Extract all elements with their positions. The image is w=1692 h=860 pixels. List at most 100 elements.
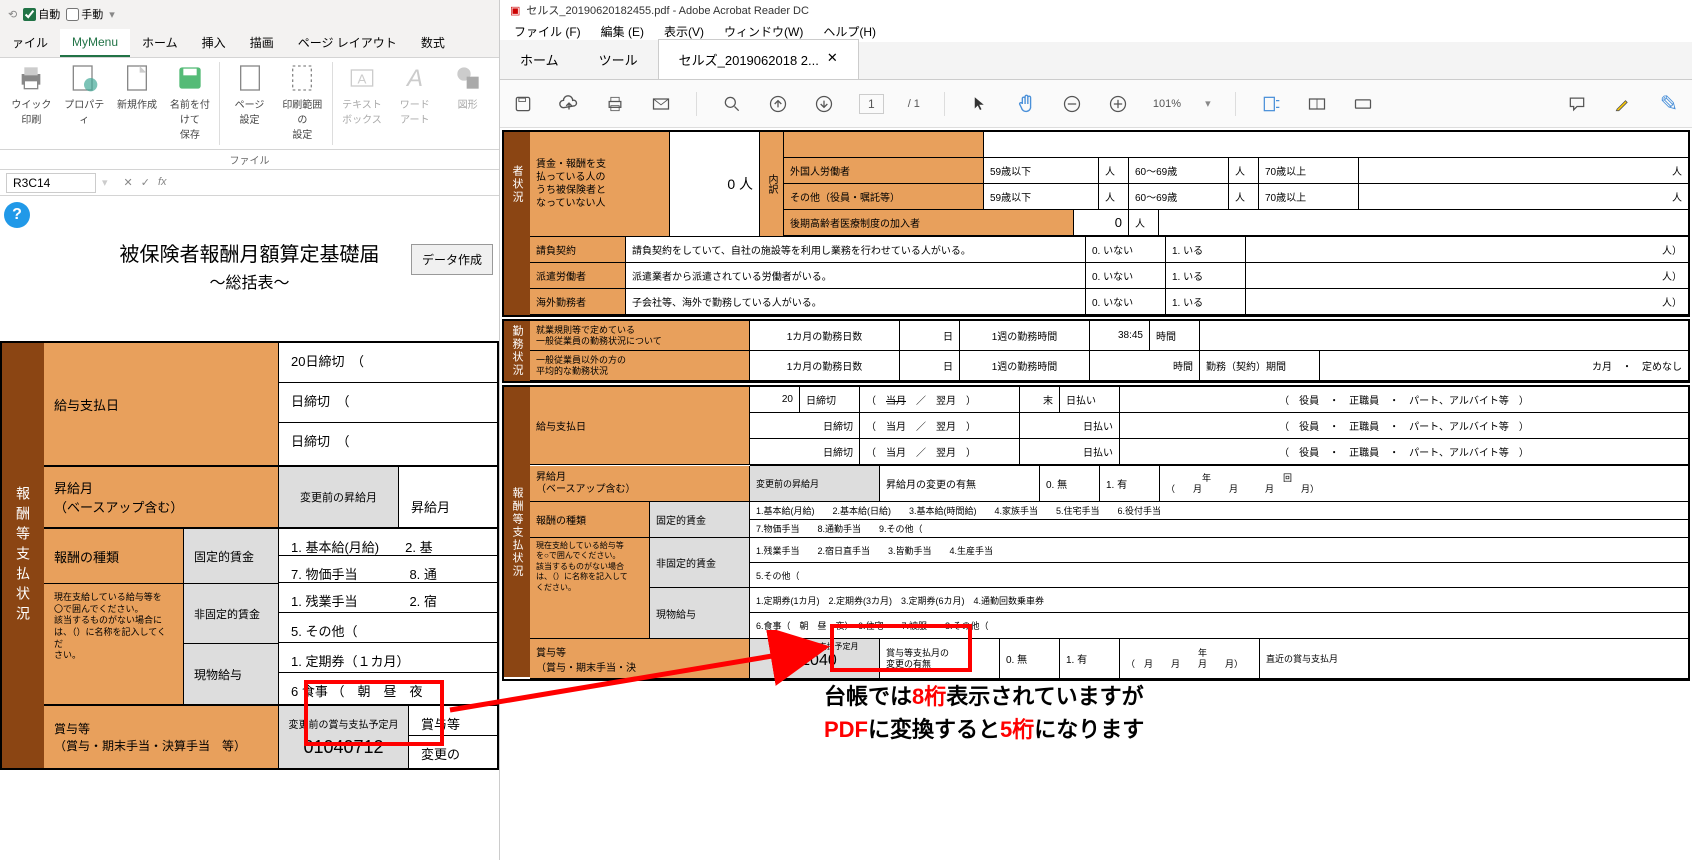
print-icon[interactable]: [604, 93, 626, 115]
annotation-text: 台帳では8桁表示されていますが PDFに変換すると5桁になります: [824, 680, 1144, 746]
formula-bar: ▾ ✕ ✓ fx: [0, 170, 499, 196]
fx-icon[interactable]: fx: [158, 176, 167, 189]
comment-icon[interactable]: [1566, 93, 1588, 115]
wordart-button[interactable]: Aワード アート: [391, 62, 438, 145]
officers-label: その他（役員・嘱託等）: [784, 184, 984, 210]
tab-draw[interactable]: 描画: [238, 28, 286, 57]
excel-ribbon-body: ウイック 印刷 プロパティ 新規作成 名前を付けて 保存 ページ 設定 印刷範囲…: [0, 58, 499, 150]
wages-label: 賃金・報酬を支 払っている人の うち被保険者と なっていない人: [530, 132, 670, 237]
change-label: 変更の: [409, 736, 497, 766]
form-vertical-header: 報酬等支払状況: [2, 343, 44, 768]
pdf-toolbar: 1 / 1 101%▾ ✎: [500, 80, 1692, 128]
prev-page-icon[interactable]: [767, 93, 789, 115]
new-button[interactable]: 新規作成: [114, 62, 161, 145]
fixed-wage-label: 固定的賃金: [184, 529, 279, 584]
tab-mymenu[interactable]: MyMenu: [60, 29, 130, 57]
nonfixed-wage-label: 非固定的賃金: [184, 584, 279, 644]
basic-monthly: 1. 基本給(月給) 2. 基: [279, 529, 497, 556]
pdf-tab-home[interactable]: ホーム: [500, 40, 579, 79]
mail-icon[interactable]: [650, 93, 672, 115]
keyboard-icon[interactable]: [1352, 93, 1374, 115]
save-icon[interactable]: [512, 93, 534, 115]
enter-icon[interactable]: ✓: [141, 176, 150, 189]
tab-insert[interactable]: 挿入: [190, 28, 238, 57]
page-total: / 1: [908, 98, 920, 110]
pdf-window: ▣ セルス_20190620182455.pdf - Adobe Acrobat…: [500, 0, 1692, 860]
deadline-1: 20日締切 （: [279, 343, 497, 383]
readmode-icon[interactable]: [1306, 93, 1328, 115]
wage-type-label: 報酬の種類: [44, 529, 184, 584]
pagesetup-button[interactable]: ページ 設定: [226, 62, 273, 145]
sign-icon[interactable]: ✎: [1658, 93, 1680, 115]
search-icon[interactable]: [721, 93, 743, 115]
zero-people: 0 人: [670, 132, 760, 237]
name-box[interactable]: [6, 173, 96, 193]
prev-raise-label: 変更前の昇給月: [279, 467, 399, 527]
salary-payday-label: 給与支払日: [44, 343, 279, 465]
excel-window: ⟲ 自動 手動 ▾ ァイル MyMenu ホーム 挿入 描画 ページ レイアウト…: [0, 0, 500, 860]
cancel-icon[interactable]: ✕: [124, 176, 133, 189]
wage-note: 現在支給している給与等を 〇で囲んでください。 該当するものがない場合に は、（…: [44, 584, 184, 704]
pdf-tab-document[interactable]: セルズ_2019062018 2...✕: [658, 39, 859, 79]
tab-formula[interactable]: 数式: [409, 28, 457, 57]
hand-icon[interactable]: [1015, 93, 1037, 115]
other: 5. その他（: [279, 613, 497, 643]
zoom-level[interactable]: 101%: [1153, 98, 1181, 110]
pdf-content-area[interactable]: 者状況 賃金・報酬を支 払っている人の うち被保険者と なっていない人 0 人 …: [500, 128, 1692, 860]
excel-quick-access-toolbar: ⟲ 自動 手動 ▾: [0, 0, 499, 28]
raise-month-label: 昇給月 （ベースアップ含む）: [44, 467, 279, 527]
raise-col: 昇給月: [399, 467, 497, 527]
bonus-etc: 賞与等: [409, 706, 497, 736]
data-create-button[interactable]: データ作成: [411, 244, 493, 275]
close-tab-icon[interactable]: ✕: [827, 50, 838, 69]
select-icon[interactable]: [969, 93, 991, 115]
menu-edit[interactable]: 編集 (E): [593, 21, 652, 42]
tab-home[interactable]: ホーム: [130, 28, 190, 57]
pdf-app-icon: ▣: [510, 4, 520, 17]
overtime: 1. 残業手当 2. 宿: [279, 583, 497, 613]
excel-sheet: ? 被保険者報酬月額算定基礎届 ～総括表～ データ作成 報酬等支払状況 給与支払…: [0, 196, 499, 860]
meal: 6 食事 （ 朝 昼 夜: [279, 673, 497, 703]
deadline-2: 日締切 （: [279, 383, 497, 423]
excel-ribbon-tabs: ァイル MyMenu ホーム 挿入 描画 ページ レイアウト 数式: [0, 28, 499, 58]
highlight-icon[interactable]: [1612, 93, 1634, 115]
tab-file[interactable]: ァイル: [0, 28, 60, 57]
manual-checkbox[interactable]: 手動: [66, 6, 103, 22]
goods-pay-label: 現物給与: [184, 644, 279, 704]
pf-vh-payment: 報酬等支払状況: [504, 387, 530, 677]
saveas-button[interactable]: 名前を付けて 保存: [166, 62, 213, 145]
properties-button[interactable]: プロパティ: [61, 62, 108, 145]
auto-checkbox[interactable]: 自動: [23, 6, 60, 22]
bonus-value-8digit: 01040712: [303, 731, 383, 758]
pf-vh-work: 勤務状況: [504, 321, 530, 381]
bonus-label: 賞与等 （賞与・期末手当・決算手当 等）: [44, 706, 279, 768]
pf-vh-status: 者状況: [504, 132, 530, 237]
deadline-3: 日締切 （: [279, 423, 497, 463]
pdf-titlebar: ▣ セルス_20190620182455.pdf - Adobe Acrobat…: [500, 0, 1692, 20]
quick-print-button[interactable]: ウイック 印刷: [8, 62, 55, 145]
tab-pagelayout[interactable]: ページ レイアウト: [286, 28, 409, 57]
pdf-page: 者状況 賃金・報酬を支 払っている人の うち被保険者と なっていない人 0 人 …: [500, 128, 1692, 860]
commuter: 1. 定期券（１カ月）: [279, 643, 497, 673]
pdf-tabs: ホーム ツール セルズ_2019062018 2...✕: [500, 42, 1692, 80]
svg-text:A: A: [405, 65, 423, 92]
page-number-input[interactable]: 1: [859, 94, 884, 114]
bonus-value-5digit: 01040: [792, 652, 837, 670]
zoom-out-icon[interactable]: [1061, 93, 1083, 115]
pdf-tab-tools[interactable]: ツール: [579, 40, 658, 79]
textbox-button[interactable]: Aテキスト ボックス: [339, 62, 386, 145]
svg-text:A: A: [358, 71, 367, 86]
menu-file[interactable]: ファイル (F): [506, 21, 589, 42]
cloud-icon[interactable]: [558, 93, 580, 115]
pdf-prev-bonus-label: 変更前の賞与支払予定月: [771, 641, 859, 652]
zoom-in-icon[interactable]: [1107, 93, 1129, 115]
next-page-icon[interactable]: [813, 93, 835, 115]
prev-bonus-date-label: 変更前の賞与支払予定月: [289, 716, 399, 731]
fit-icon[interactable]: [1260, 93, 1282, 115]
help-icon[interactable]: ?: [4, 202, 30, 228]
breakdown-label: 内訳: [760, 132, 784, 237]
printarea-button[interactable]: 印刷範囲の 設定: [279, 62, 326, 145]
shapes-button[interactable]: 図形: [444, 62, 491, 145]
late-elderly-label: 後期高齢者医療制度の加入者: [784, 210, 1074, 236]
foreign-label: 外国人労働者: [784, 158, 984, 184]
